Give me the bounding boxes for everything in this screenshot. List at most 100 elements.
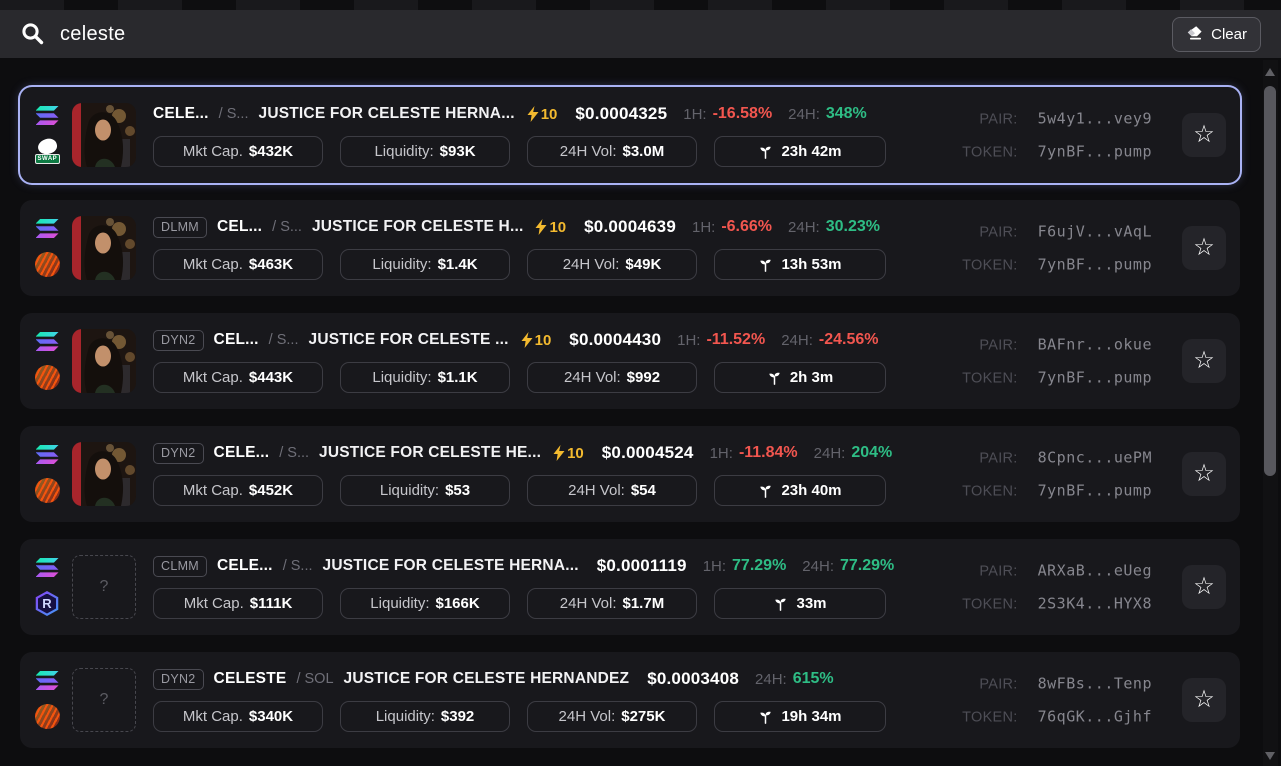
pair-address[interactable]: BAFnr...okue — [1037, 335, 1152, 354]
sprout-icon — [760, 259, 772, 272]
lightning-icon — [535, 219, 547, 235]
meteora-icon — [34, 252, 60, 277]
age-pill: 23h 42m — [714, 136, 886, 167]
token-address[interactable]: 7ynBF...pump — [1037, 481, 1152, 500]
boost-badge: 10 — [527, 106, 557, 123]
scrollbar-thumb[interactable] — [1264, 86, 1276, 476]
placeholder-question-mark: ? — [99, 578, 109, 595]
mkt-cap-value: $452K — [248, 482, 294, 499]
liquidity-pill: Liquidity: $53 — [340, 475, 510, 506]
meteora-icon — [34, 365, 60, 390]
dex-icon: SWAP R — [35, 591, 60, 616]
token-address[interactable]: 7ynBF...pump — [1037, 255, 1152, 274]
mkt-cap-value: $443K — [248, 369, 294, 386]
token-row[interactable]: SWAP R ? CELE... / S. — [20, 87, 1240, 183]
token-symbol: CELE... — [153, 105, 209, 122]
pair-address[interactable]: ARXaB...eUeg — [1037, 561, 1152, 580]
pair-line: PAIR: ARXaB...eUeg — [956, 562, 1152, 580]
token-row[interactable]: SWAP R ? CLMM CELE... — [20, 539, 1240, 635]
token-row[interactable]: SWAP R ? DYN2 CELESTE — [20, 652, 1240, 748]
pool-type-badge: DYN2 — [153, 329, 204, 351]
token-photo — [72, 442, 136, 506]
search-results: SWAP R ? CELE... / S. — [20, 87, 1240, 748]
token-symbol: CELESTE — [213, 670, 287, 687]
token-name: JUSTICE FOR CELESTE HERNA... — [322, 557, 579, 574]
mkt-cap-value: $340K — [248, 708, 294, 725]
pair-line: PAIR: 8Cpnc...uePM — [956, 449, 1152, 467]
token-symbol: CEL... — [217, 218, 263, 235]
pair-address[interactable]: 8Cpnc...uePM — [1037, 448, 1152, 467]
token-label: TOKEN: — [962, 596, 1018, 613]
change-24h-label: 24H: — [781, 331, 813, 349]
address-block: PAIR: BAFnr...okue TOKEN: 7ynBF...pump — [956, 336, 1152, 387]
change-1h-label: 1H: — [691, 218, 716, 236]
mkt-cap-label: Mkt Cap. — [182, 482, 243, 499]
liquidity-label: Liquidity: — [379, 482, 440, 499]
background-strip — [0, 0, 1281, 10]
age-pill: 23h 40m — [714, 475, 886, 506]
change-24h-label: 24H: — [755, 670, 787, 688]
mkt-cap-value: $463K — [248, 256, 294, 273]
pair-address[interactable]: 5w4y1...vey9 — [1037, 109, 1152, 128]
boost-badge: 10 — [553, 445, 584, 462]
volume-label: 24H Vol: — [559, 595, 617, 612]
token-address[interactable]: 76qGK...Gjhf — [1037, 707, 1152, 726]
token-row[interactable]: SWAP R ? DYN2 CELE... — [20, 426, 1240, 522]
token-address[interactable]: 2S3K4...HYX8 — [1037, 594, 1152, 613]
token-address[interactable]: 7ynBF...pump — [1037, 368, 1152, 387]
pair-label: PAIR: — [979, 563, 1018, 580]
pair-address[interactable]: F6ujV...vAqL — [1037, 222, 1152, 241]
scroll-down-arrow-icon[interactable] — [1265, 752, 1275, 760]
token-row[interactable]: SWAP R ? DLMM CEL... / — [20, 200, 1240, 296]
search-input[interactable] — [60, 22, 1159, 46]
liquidity-value: $93K — [439, 143, 476, 160]
change-1h: 1H: -11.52% — [677, 331, 765, 349]
volume-value: $3.0M — [622, 143, 665, 160]
pair-line: PAIR: F6ujV...vAqL — [956, 223, 1152, 241]
favorite-button[interactable]: ☆ — [1182, 113, 1226, 157]
pair-label: PAIR: — [979, 450, 1018, 467]
change-24h-value: 348% — [825, 105, 867, 122]
mkt-cap-pill: Mkt Cap. $452K — [153, 475, 323, 506]
swap-icon: SWAP — [34, 136, 61, 164]
clear-button[interactable]: Clear — [1172, 16, 1261, 52]
token-name: JUSTICE FOR CELESTE HERNANDEZ — [343, 670, 630, 687]
change-1h-value: 77.29% — [732, 557, 787, 574]
liquidity-label: Liquidity: — [375, 708, 435, 725]
favorite-button[interactable]: ☆ — [1182, 452, 1226, 496]
address-block: PAIR: 8Cpnc...uePM TOKEN: 7ynBF...pump — [956, 449, 1152, 500]
token-row[interactable]: SWAP R ? DYN2 CEL... / — [20, 313, 1240, 409]
pool-type-badge: DYN2 — [153, 668, 204, 690]
volume-pill: 24H Vol: $1.7M — [527, 588, 697, 619]
mkt-cap-pill: Mkt Cap. $340K — [153, 701, 323, 732]
token-stats-line: Mkt Cap. $111K Liquidity: $166K 24H Vol:… — [153, 588, 899, 619]
favorite-button[interactable]: ☆ — [1182, 339, 1226, 383]
volume-label: 24H Vol: — [563, 369, 621, 386]
scroll-up-arrow-icon[interactable] — [1265, 68, 1275, 76]
address-block: PAIR: 5w4y1...vey9 TOKEN: 7ynBF...pump — [956, 110, 1152, 161]
pair-line: PAIR: BAFnr...okue — [956, 336, 1152, 354]
quote-symbol: / SOL — [296, 671, 334, 687]
favorite-button[interactable]: ☆ — [1182, 678, 1226, 722]
token-image: ? — [72, 555, 136, 619]
scrollbar[interactable] — [1263, 60, 1278, 766]
token-address[interactable]: 7ynBF...pump — [1037, 142, 1152, 161]
liquidity-label: Liquidity: — [372, 369, 432, 386]
liquidity-label: Liquidity: — [372, 256, 432, 273]
pair-label: PAIR: — [979, 676, 1018, 693]
change-1h-value: -6.66% — [721, 218, 773, 235]
change-1h-value: -11.52% — [706, 331, 766, 348]
volume-value: $275K — [621, 708, 666, 725]
favorite-button[interactable]: ☆ — [1182, 565, 1226, 609]
token-price: $0.0004325 — [575, 104, 668, 123]
favorite-button[interactable]: ☆ — [1182, 226, 1226, 270]
token-photo — [72, 103, 136, 167]
token-info: DYN2 CELESTE / SOL JUSTICE FOR CELESTE H… — [153, 668, 899, 732]
volume-value: $54 — [630, 482, 656, 499]
pair-address[interactable]: 8wFBs...Tenp — [1037, 674, 1152, 693]
token-line: TOKEN: 7ynBF...pump — [956, 369, 1152, 387]
pair-line: PAIR: 8wFBs...Tenp — [956, 675, 1152, 693]
change-24h-value: 30.23% — [825, 218, 880, 235]
liquidity-value: $166K — [435, 595, 480, 612]
